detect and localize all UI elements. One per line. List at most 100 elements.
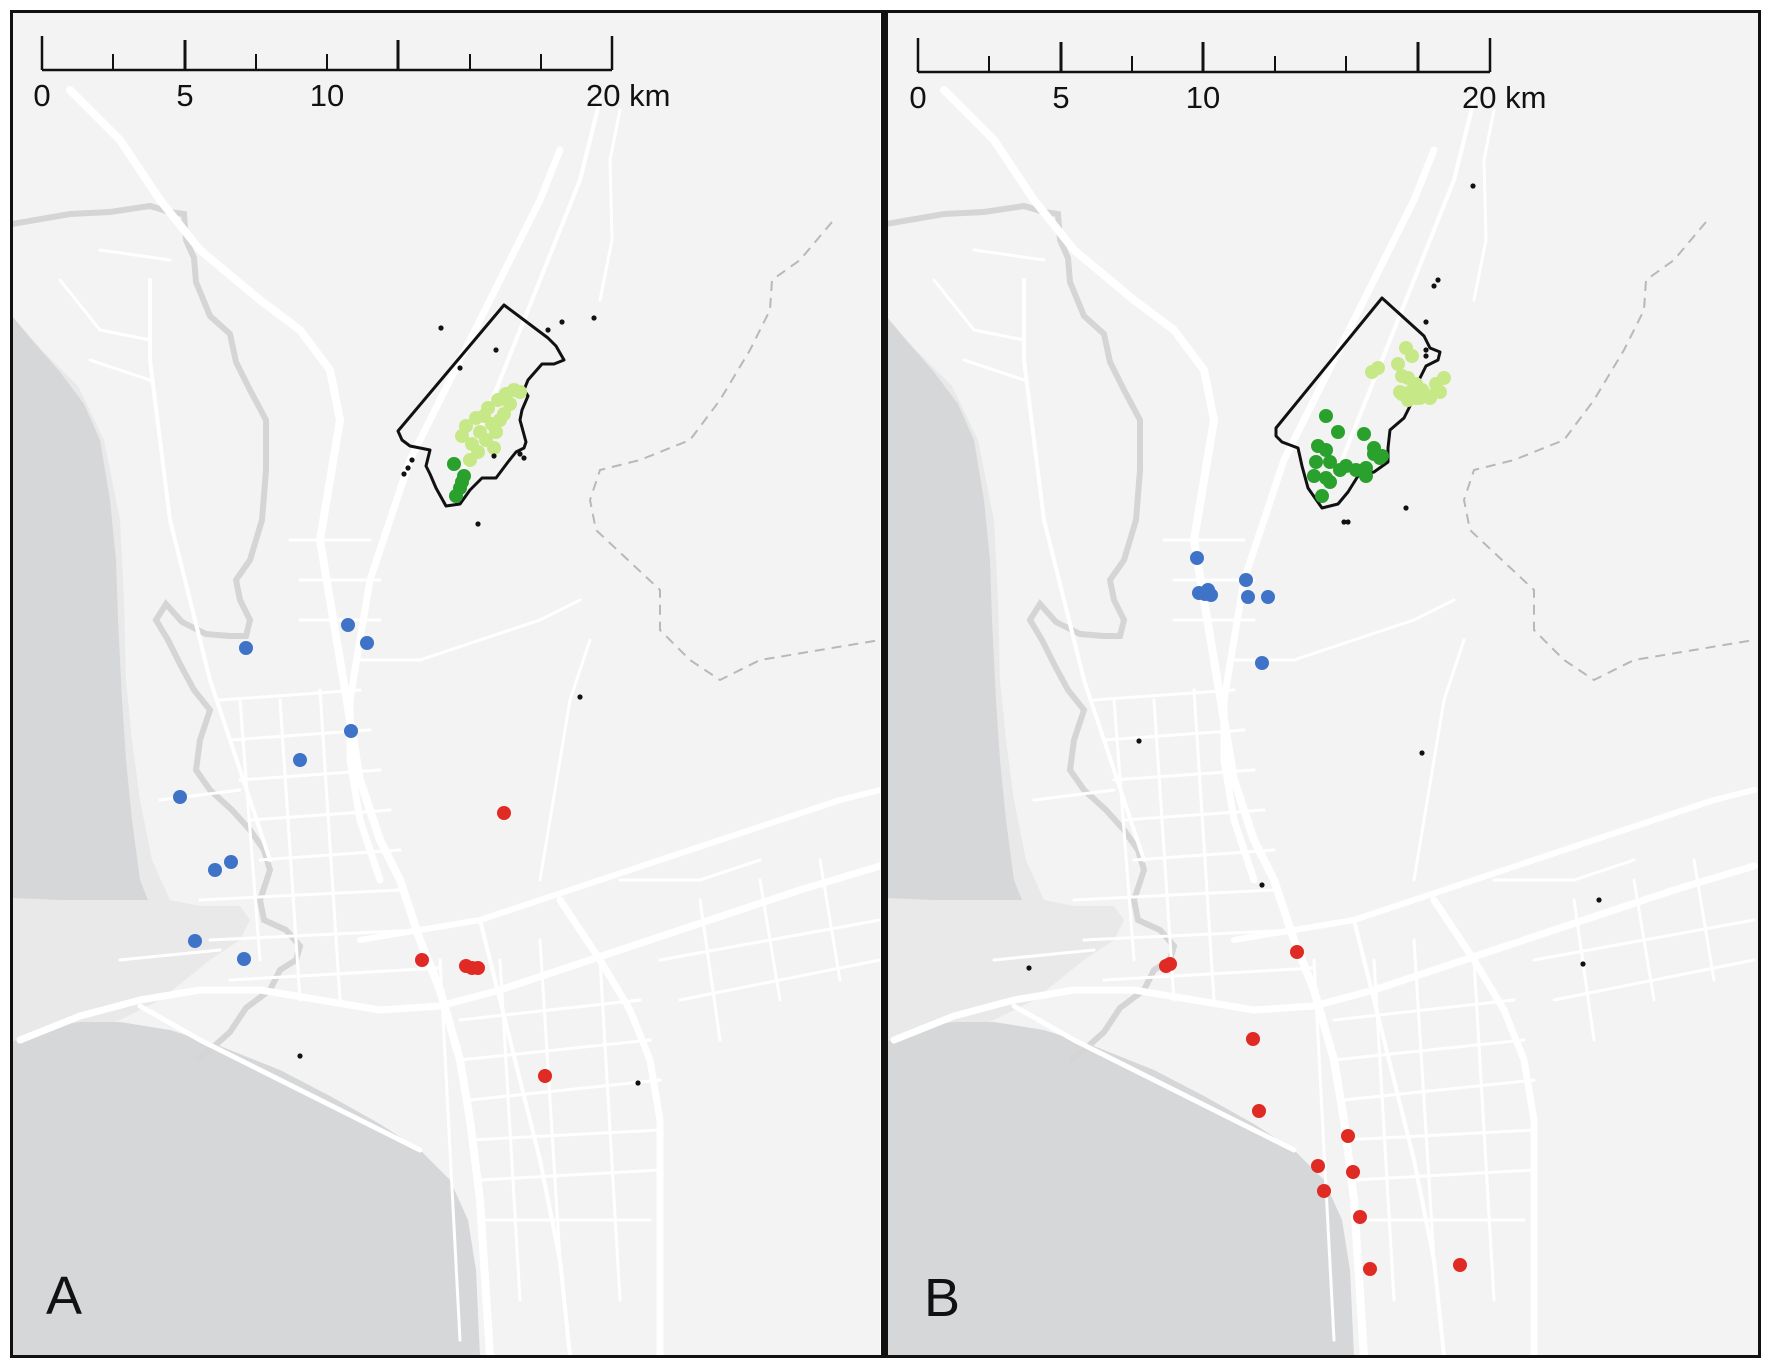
red-point-b [1163, 957, 1177, 971]
black-point-a [517, 451, 523, 457]
black-point-a [409, 457, 415, 463]
red-point-a [471, 961, 485, 975]
scale-label-0: 0 [909, 80, 926, 115]
light-green-point-b [1405, 349, 1419, 363]
blue-point-a [360, 636, 374, 650]
black-point-a [591, 315, 597, 321]
black-point-a [438, 325, 444, 331]
scale-label-20km: 20 km [1462, 80, 1546, 115]
basemap-b [874, 0, 1773, 1362]
black-point-b [1026, 965, 1032, 971]
red-point-b [1311, 1159, 1325, 1173]
dark-green-point-b [1319, 443, 1333, 457]
blue-point-b [1239, 573, 1253, 587]
panel-label-a: A [46, 1266, 82, 1326]
red-point-a [497, 806, 511, 820]
scale-label-0: 0 [33, 78, 50, 113]
dark-green-point-b [1323, 475, 1337, 489]
light-green-point-a [463, 453, 477, 467]
black-point-a [401, 471, 407, 477]
red-point-a [415, 953, 429, 967]
scale-label-5: 5 [176, 78, 193, 113]
scale-label-10: 10 [310, 78, 344, 113]
dark-green-point-b [1319, 409, 1333, 423]
blue-point-b [1201, 583, 1215, 597]
dark-green-point-b [1357, 427, 1371, 441]
scale-label-5: 5 [1052, 80, 1069, 115]
blue-point-a [224, 855, 238, 869]
black-point-b [1403, 505, 1409, 511]
dark-green-point-a [455, 475, 469, 489]
scale-label-10: 10 [1186, 80, 1220, 115]
red-point-b [1346, 1165, 1360, 1179]
black-point-b [1136, 738, 1142, 744]
black-point-a [491, 453, 497, 459]
dark-green-point-a [447, 457, 461, 471]
dark-green-point-b [1309, 455, 1323, 469]
red-point-b [1246, 1032, 1260, 1046]
black-point-b [1423, 347, 1429, 353]
light-green-point-b [1393, 385, 1407, 399]
black-point-b [1259, 882, 1265, 888]
black-point-b [1419, 750, 1425, 756]
black-point-b [1423, 319, 1429, 325]
basemap-a [0, 0, 900, 1362]
blue-point-a [237, 952, 251, 966]
panel-a: 0 5 10 20 km A [0, 0, 900, 1362]
blue-point-a [188, 934, 202, 948]
red-point-b [1363, 1262, 1377, 1276]
blue-point-a [208, 863, 222, 877]
black-point-b [1596, 897, 1602, 903]
black-point-a [475, 521, 481, 527]
blue-point-b [1255, 656, 1269, 670]
district-boundary-a [396, 303, 566, 508]
black-point-a [577, 694, 583, 700]
scale-bar-b: 0 5 10 20 km [909, 38, 1546, 115]
black-point-b [1580, 961, 1586, 967]
red-point-b [1252, 1104, 1266, 1118]
black-point-a [493, 347, 499, 353]
red-point-b [1317, 1184, 1331, 1198]
blue-point-a [239, 641, 253, 655]
black-point-a [457, 365, 463, 371]
light-green-point-a [503, 397, 517, 411]
black-point-a [521, 455, 527, 461]
light-green-point-b [1391, 357, 1405, 371]
dark-green-point-b [1333, 463, 1347, 477]
points-a [173, 315, 641, 1086]
light-green-point-b [1423, 391, 1437, 405]
blue-point-a [293, 753, 307, 767]
black-point-b [1470, 183, 1476, 189]
light-green-point-b [1371, 361, 1385, 375]
black-point-a [559, 319, 565, 325]
red-point-b [1353, 1210, 1367, 1224]
dark-green-point-b [1307, 469, 1321, 483]
blue-point-b [1190, 551, 1204, 565]
black-point-a [297, 1053, 303, 1059]
blue-point-b [1261, 590, 1275, 604]
dark-green-point-b [1375, 449, 1389, 463]
red-point-b [1453, 1258, 1467, 1272]
light-green-point-a [513, 385, 527, 399]
red-point-b [1341, 1129, 1355, 1143]
light-green-point-b [1437, 371, 1451, 385]
dark-green-point-b [1359, 469, 1373, 483]
light-green-point-a [455, 429, 469, 443]
light-green-point-a [493, 413, 507, 427]
red-point-a [538, 1069, 552, 1083]
scale-bar-a: 0 5 10 20 km [33, 36, 670, 113]
panel-label-b: B [924, 1268, 960, 1328]
dark-green-point-a [449, 489, 463, 503]
black-point-b [1431, 283, 1437, 289]
dark-green-point-b [1331, 425, 1345, 439]
black-point-b [1341, 519, 1347, 525]
dark-green-point-b [1315, 489, 1329, 503]
light-green-point-a [477, 409, 491, 423]
black-point-b [1435, 277, 1441, 283]
scale-label-20km: 20 km [586, 78, 670, 113]
panel-b: 0 5 10 20 km B [874, 0, 1773, 1362]
red-point-b [1290, 945, 1304, 959]
blue-point-a [173, 790, 187, 804]
light-green-point-a [487, 441, 501, 455]
